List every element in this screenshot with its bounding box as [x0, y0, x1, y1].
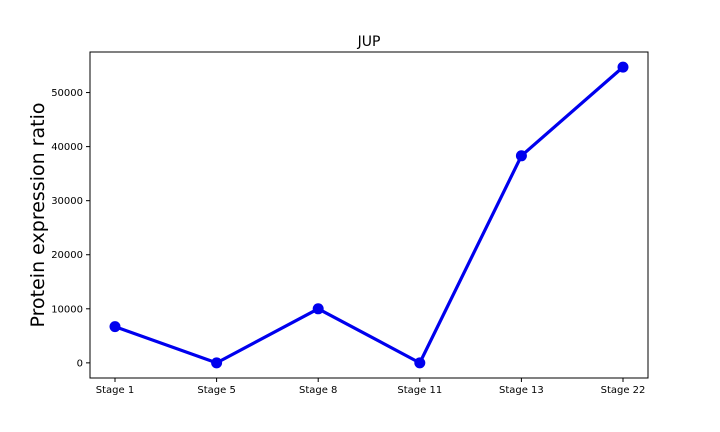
data-point [312, 303, 324, 315]
data-point [414, 357, 426, 369]
data-point [515, 150, 527, 162]
y-tick-label: 40000 [51, 142, 83, 153]
y-tick-label: 10000 [51, 304, 83, 315]
plot-frame [89, 51, 649, 379]
y-axis-label: Protein expression ratio [27, 103, 49, 328]
x-tick-label: Stage 5 [197, 385, 235, 396]
data-point [109, 321, 121, 333]
x-axis: Stage 1 Stage 5 Stage 8 Stage 11 Stage 13 Sta… [96, 378, 646, 396]
series-line [113, 65, 625, 365]
x-tick-label: Stage 13 [499, 385, 544, 396]
y-axis: 0 10000 20000 30000 40000 50000 [51, 88, 90, 369]
y-tick-label: 0 [77, 358, 83, 369]
x-tick-label: Stage 11 [397, 385, 442, 396]
data-point [617, 61, 629, 73]
data-point [211, 357, 223, 369]
chart-title: JUP [357, 34, 381, 50]
x-tick-label: Stage 22 [601, 385, 646, 396]
y-tick-label: 20000 [51, 250, 83, 261]
series-layer [109, 61, 629, 369]
x-tick-label: Stage 1 [96, 385, 134, 396]
y-tick-label: 50000 [51, 88, 83, 99]
y-tick-label: 30000 [51, 196, 83, 207]
x-tick-label: Stage 8 [299, 385, 337, 396]
